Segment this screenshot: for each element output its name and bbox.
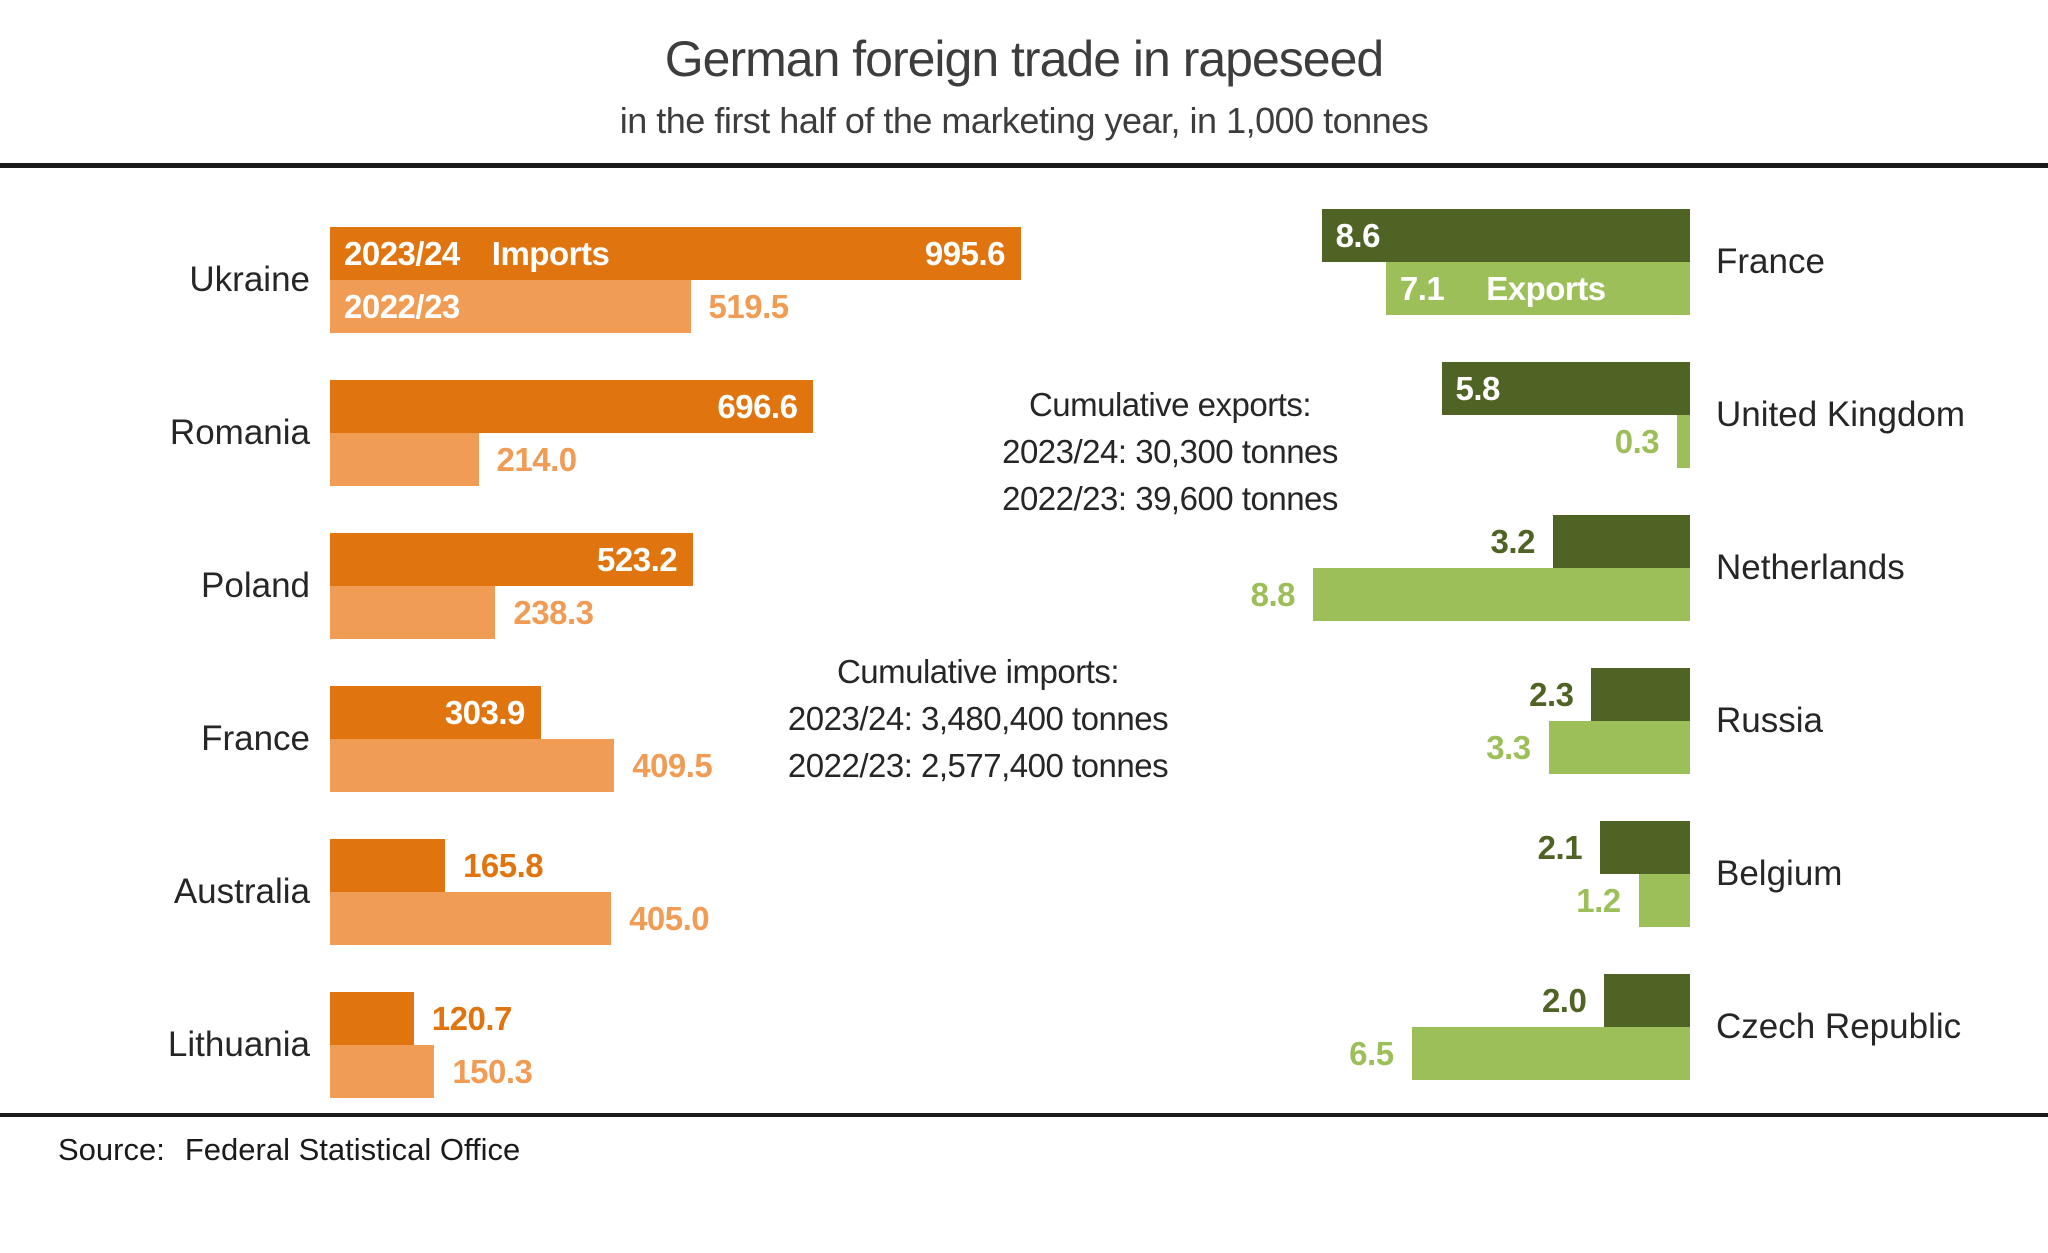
import-country-label: Poland (201, 566, 310, 605)
export-value-previous: 1.2 (1576, 882, 1621, 919)
top-divider (0, 163, 2048, 168)
export-value-previous: 6.5 (1349, 1035, 1394, 1072)
bottom-divider (0, 1113, 2048, 1117)
export-value-current: 2.1 (1537, 829, 1583, 866)
import-row-australia: Australia 165.8 405.0 (0, 839, 2048, 945)
import-value-current: 120.7 (431, 1000, 513, 1037)
import-bar-current: 2023/24 Imports 995.6 (330, 227, 1021, 280)
export-bar-current (1552, 515, 1690, 568)
cumulative-imports-line-previous: 2022/23: 2,577,400 tonnes (787, 747, 1169, 784)
import-row-lithuania: Lithuania 120.7 150.3 (0, 992, 2048, 1098)
import-country-label: Lithuania (167, 1025, 310, 1064)
import-value-current: 303.9 (444, 693, 526, 731)
import-value-current: 995.6 (924, 234, 1006, 272)
import-bar-previous (330, 433, 479, 486)
export-bar-previous (1638, 874, 1690, 927)
source-label: Source: (58, 1132, 165, 1167)
cumulative-exports-heading: Cumulative exports: (1028, 386, 1312, 423)
import-bar-previous (330, 586, 496, 639)
export-bar-current: 5.8 (1441, 362, 1690, 415)
export-bar-current: 8.6 (1321, 209, 1690, 262)
import-bar-previous (330, 739, 615, 792)
export-value-current: 5.8 (1455, 369, 1501, 407)
annotation-cumulative-exports: Cumulative exports: 2023/24: 30,300 tonn… (930, 381, 1410, 522)
import-bar-previous (330, 892, 612, 945)
imports-previous-season-group: 2022/23 (344, 280, 460, 333)
export-value-current: 8.6 (1335, 216, 1381, 254)
import-bar-previous: 2022/23 (330, 280, 691, 333)
import-value-previous: 405.0 (629, 900, 710, 937)
export-bar-previous (1313, 568, 1690, 621)
export-country-label: United Kingdom (1716, 395, 1966, 434)
export-value-previous: 3.3 (1486, 729, 1531, 766)
import-country-label: France (201, 719, 310, 758)
import-bar-previous (330, 1045, 435, 1098)
import-country-label: Romania (169, 413, 310, 452)
cumulative-exports-line-previous: 2022/23: 39,600 tonnes (1002, 480, 1338, 517)
export-row-netherlands: Netherlands 3.2 8.8 (0, 515, 2048, 621)
imports-legend-group: 2023/24 Imports (344, 227, 610, 280)
import-value-previous: 519.5 (708, 288, 790, 325)
import-value-current: 696.6 (717, 387, 798, 425)
export-bar-previous: 7.1 Exports (1385, 262, 1690, 315)
export-country-label: Belgium (1716, 854, 1843, 893)
import-bar-current (330, 992, 414, 1045)
export-row-russia: Russia 2.3 3.3 (0, 668, 2048, 774)
export-value-current: 3.2 (1490, 523, 1536, 560)
import-row-france: France 303.9 409.5 (0, 686, 2048, 792)
export-value-previous: 8.8 (1250, 576, 1296, 613)
import-value-current: 523.2 (597, 540, 678, 578)
export-bar-current (1604, 974, 1690, 1027)
import-value-previous: 238.3 (513, 594, 594, 631)
import-bar-current: 696.6 (330, 380, 814, 433)
import-value-previous: 150.3 (452, 1053, 533, 1090)
cumulative-exports-line-current: 2023/24: 30,300 tonnes (1002, 433, 1338, 470)
export-value-current: 2.3 (1529, 676, 1574, 713)
export-bar-previous (1411, 1027, 1690, 1080)
source-value: Federal Statistical Office (184, 1132, 521, 1167)
export-bar-current (1591, 668, 1690, 721)
annotation-cumulative-imports: Cumulative imports: 2023/24: 3,480,400 t… (738, 648, 1218, 789)
export-value-current: 2.0 (1541, 982, 1587, 1019)
source: Source: Federal Statistical Office (58, 1132, 520, 1168)
import-value-previous: 409.5 (632, 747, 713, 784)
import-bar-current: 523.2 (330, 533, 694, 586)
import-bar-current: 303.9 (330, 686, 541, 739)
export-bar-previous (1548, 721, 1690, 774)
import-row-poland: Poland 523.2 238.3 (0, 533, 2048, 639)
import-row-romania: Romania 696.6 214.0 (0, 380, 2048, 486)
export-row-united-kingdom: United Kingdom 5.8 0.3 (0, 362, 2048, 468)
cumulative-imports-line-current: 2023/24: 3,480,400 tonnes (787, 700, 1169, 737)
import-value-current: 165.8 (463, 847, 544, 884)
export-country-label: Czech Republic (1716, 1007, 1962, 1046)
import-bar-current (330, 839, 446, 892)
export-value-previous-group: 7.1 Exports (1400, 262, 1606, 315)
exports-legend-label: Exports (1486, 269, 1606, 307)
import-value-previous: 214.0 (496, 441, 578, 478)
export-bar-current (1600, 821, 1690, 874)
export-row-czech-republic: Czech Republic 2.0 6.5 (0, 974, 2048, 1080)
page-subtitle: in the first half of the marketing year,… (619, 100, 1429, 141)
page-title: German foreign trade in rapeseed (664, 31, 1384, 87)
export-value-previous: 7.1 (1399, 269, 1445, 307)
export-row-france: France 8.6 7.1 Exports (0, 209, 2048, 315)
import-country-label: Australia (173, 872, 310, 911)
season-label-previous: 2022/23 (344, 287, 460, 325)
import-row-ukraine: Ukraine 2023/24 Imports 995.6 2022/23 519.5 (0, 227, 2048, 333)
export-row-belgium: Belgium 2.1 1.2 (0, 821, 2048, 927)
export-country-label: Russia (1716, 701, 1823, 740)
imports-legend-label: Imports (491, 234, 610, 272)
export-country-label: Netherlands (1716, 548, 1905, 587)
export-bar-previous (1677, 415, 1690, 468)
import-country-label: Ukraine (189, 260, 310, 299)
cumulative-imports-heading: Cumulative imports: (836, 653, 1120, 690)
season-label-current: 2023/24 (344, 234, 460, 272)
export-value-previous: 0.3 (1614, 423, 1660, 460)
export-country-label: France (1716, 242, 1825, 281)
